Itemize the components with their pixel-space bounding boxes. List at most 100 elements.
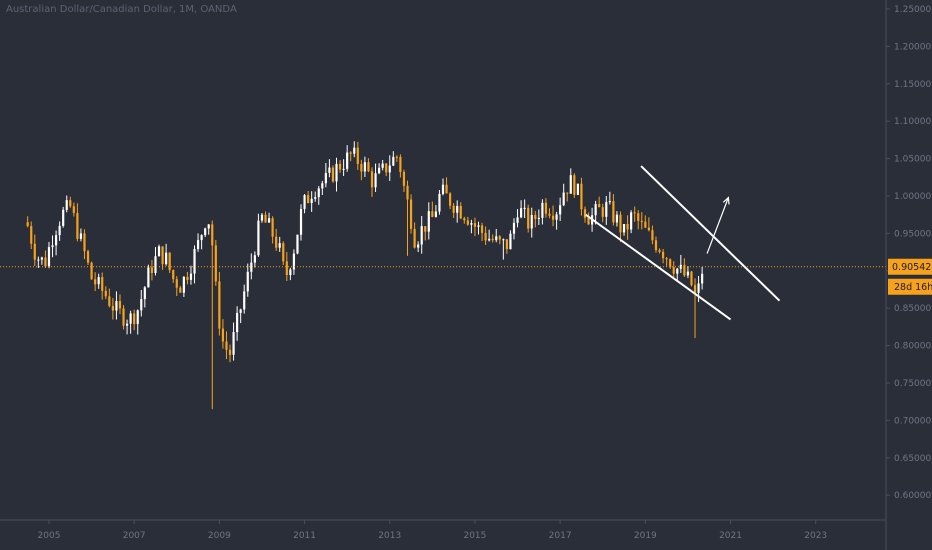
arrow-shaft xyxy=(706,197,729,254)
candle-body xyxy=(97,277,100,285)
candle-body xyxy=(150,267,154,274)
candle-body xyxy=(594,204,597,216)
candle-body xyxy=(690,271,693,286)
candle-body xyxy=(62,209,65,226)
candle-body xyxy=(335,163,338,182)
candle-body xyxy=(196,240,200,249)
candle-body xyxy=(338,163,342,170)
candle-body xyxy=(480,225,484,233)
candle-body xyxy=(243,291,246,310)
candle-body xyxy=(292,253,296,270)
candle-body xyxy=(76,212,79,239)
candle-body xyxy=(250,262,253,272)
candle-body xyxy=(566,192,569,194)
candle-body xyxy=(431,211,434,217)
candle-body xyxy=(402,171,406,186)
candle-body xyxy=(374,173,377,188)
candle-body xyxy=(310,198,313,204)
candle-body xyxy=(331,167,335,182)
time-axis[interactable]: 2005 2007 2009 2011 2013 2015 2017 2019 2021 2023 xyxy=(0,519,886,541)
candle-body xyxy=(314,197,317,199)
candle-body xyxy=(523,207,526,209)
candle-body xyxy=(473,223,477,227)
candle-body xyxy=(356,147,359,164)
candle-body xyxy=(658,250,661,252)
candle-body xyxy=(154,256,157,274)
candle-body xyxy=(367,162,370,172)
price-axis[interactable]: 1.25000 1.20000 1.15000 1.10000 1.05000 1.000… xyxy=(885,0,931,550)
time-tick-label: 2007 xyxy=(123,531,146,541)
candle-body xyxy=(693,285,697,293)
candle-body xyxy=(65,200,68,210)
candle-body xyxy=(218,281,221,329)
candle-body xyxy=(147,267,150,288)
candle-body xyxy=(537,217,540,219)
candle-body xyxy=(260,214,264,221)
candle-body xyxy=(90,262,93,280)
candle-body xyxy=(488,238,491,241)
candle-body xyxy=(392,156,395,166)
candle-body xyxy=(83,233,86,252)
candle-body xyxy=(72,206,75,213)
candle-body xyxy=(605,202,608,217)
candle-body xyxy=(633,212,636,214)
candle-body xyxy=(448,193,452,206)
candle-body xyxy=(282,243,285,262)
candle-body xyxy=(179,287,182,293)
candle-body xyxy=(555,214,558,220)
candle-body xyxy=(573,175,576,195)
candle-body xyxy=(470,223,473,225)
candle-body xyxy=(54,235,58,246)
candle-body xyxy=(608,201,611,203)
candle-body xyxy=(69,200,72,207)
candle-body xyxy=(417,244,420,248)
candle-body xyxy=(445,184,448,194)
candle-body xyxy=(630,212,633,230)
channel-upper-line xyxy=(640,165,781,302)
candle-body xyxy=(175,279,178,288)
candle-body xyxy=(516,217,519,223)
candle-body xyxy=(225,341,228,350)
candle-body xyxy=(534,214,537,219)
candle-body xyxy=(544,202,548,214)
candle-body xyxy=(512,222,516,234)
candle-body xyxy=(541,202,544,218)
symbol-title: Australian Dollar/Canadian Dollar, 1M, O… xyxy=(6,4,237,15)
price-tick-label: 0.75000 xyxy=(894,379,931,389)
candle-body xyxy=(30,226,33,244)
candle-body xyxy=(211,224,214,246)
candle-body xyxy=(133,313,136,325)
candle-body xyxy=(58,225,61,236)
price-tick-label: 1.05000 xyxy=(894,155,931,165)
candle-body xyxy=(86,251,90,263)
candle-body xyxy=(321,183,324,189)
candle-body xyxy=(33,243,36,260)
candle-body xyxy=(420,226,423,245)
candle-body xyxy=(413,228,416,248)
candle-body xyxy=(193,248,196,274)
candle-body xyxy=(324,172,327,184)
candle-body xyxy=(409,199,413,229)
price-tick-label: 0.85000 xyxy=(894,304,931,314)
candle-body xyxy=(94,279,97,285)
candle-body xyxy=(342,168,345,170)
candle-body xyxy=(601,207,604,217)
candle-body xyxy=(264,214,267,223)
candle-body xyxy=(239,309,242,313)
candle-body xyxy=(289,269,292,276)
candle-body xyxy=(548,213,551,216)
candle-body xyxy=(122,308,125,326)
candle-body xyxy=(346,152,349,169)
candle-body xyxy=(257,220,260,256)
price-tick-label: 0.65000 xyxy=(894,454,931,464)
candle-body xyxy=(527,207,530,229)
candle-body xyxy=(519,208,523,218)
candle-body xyxy=(640,220,643,222)
candle-body xyxy=(661,251,665,259)
price-tick-label: 0.95000 xyxy=(894,229,931,239)
price-tags: 0.90542 28d 16h xyxy=(888,258,932,295)
candle-body xyxy=(26,222,29,227)
candle-body xyxy=(427,211,430,232)
candle-body xyxy=(495,236,498,241)
